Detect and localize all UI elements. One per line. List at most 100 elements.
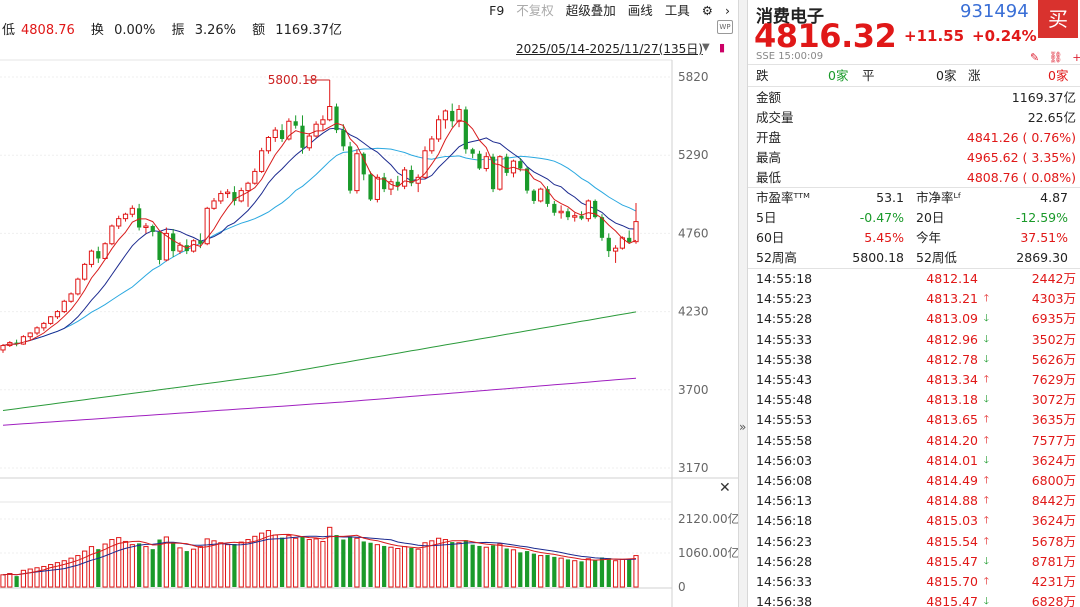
candle-body (306, 135, 312, 149)
volume-bar (0, 574, 6, 588)
candle-body (286, 120, 292, 140)
volume-bar (320, 540, 326, 588)
draw-line-button[interactable]: 画线 (627, 3, 653, 18)
ratio-row: 5日 -0.47% 20日 -12.59% (748, 208, 1080, 228)
candle (0, 344, 6, 353)
tick-price: 4814.01 (926, 452, 978, 468)
candle-body (96, 251, 101, 259)
volume-bar (388, 546, 394, 588)
candle-body (579, 215, 584, 219)
expand-icon[interactable]: » (739, 420, 747, 434)
stock-code[interactable]: 931494 (960, 1, 1029, 22)
candle (75, 277, 81, 296)
candle-body (129, 207, 135, 215)
volume-ma5-line (2, 533, 637, 576)
volume-bar (20, 569, 27, 588)
ma20-line (2, 147, 637, 346)
arrow-down-icon: 🡓 (983, 353, 989, 365)
candle (204, 206, 210, 246)
tick-volume: 2442万 (1031, 271, 1076, 286)
candle (538, 187, 544, 203)
tick-volume: 5626万 (1031, 351, 1076, 367)
candle (116, 215, 122, 229)
tick-row: 14:56:33 4815.70 🡑 4231万 (748, 572, 1080, 592)
tick-price: 4812.78 (926, 351, 978, 367)
volume-bar (497, 543, 503, 588)
candle-body (593, 200, 598, 218)
candle-body (137, 208, 142, 228)
candle-body (545, 189, 550, 204)
volume-bar (96, 549, 101, 587)
arrow-down-icon: 🡓 (983, 555, 989, 567)
panel-divider[interactable] (738, 0, 748, 607)
volume-bar (627, 558, 632, 587)
candle (442, 109, 449, 129)
ma60-line (2, 311, 637, 411)
tick-row: 14:55:28 4813.09 🡓 6935万 (748, 309, 1080, 329)
volume-bar (612, 560, 619, 588)
stat-label: 成交量 (756, 110, 794, 125)
candle (218, 190, 224, 204)
price-tick-label: 3700 (678, 383, 709, 397)
candle (395, 175, 400, 191)
candle-body (68, 293, 74, 302)
volume-bar (552, 556, 557, 587)
tick-time: 14:55:53 (756, 412, 813, 428)
volume-bar (54, 562, 61, 588)
candle-body (211, 200, 217, 209)
candle (606, 233, 611, 258)
tools-button[interactable]: 工具 (664, 3, 690, 18)
candle (245, 181, 251, 207)
volume-bar (579, 561, 584, 587)
volume-bar (429, 540, 435, 588)
plus-icon[interactable]: + (1072, 51, 1080, 64)
buy-button[interactable]: 买 (1038, 0, 1078, 38)
f9-button[interactable]: F9 (489, 3, 505, 18)
super-overlay-button[interactable]: 超级叠加 (565, 3, 616, 18)
candle (27, 332, 33, 340)
volume-bar (334, 535, 339, 587)
candle-body (293, 121, 298, 126)
candle-body (320, 119, 326, 125)
kline-chart-area[interactable]: 5820 5290 4760 4230 3700 3170 2120.00亿 1060.00亿… (0, 0, 738, 607)
volume-bar (204, 538, 210, 588)
arrow-up-icon: 🡑 (983, 515, 989, 527)
ratio-label: 52周高 (756, 250, 797, 265)
link-icon[interactable]: ⛓ (1048, 51, 1063, 64)
edit-icon[interactable]: ✎ (1030, 51, 1040, 64)
chevron-right-icon[interactable]: › (725, 3, 730, 18)
date-range[interactable]: 2025/05/14-2025/11/27(135日) (516, 42, 703, 56)
no-restore-button[interactable]: 不复权 (516, 3, 554, 18)
candle-body (450, 110, 455, 122)
tick-price: 4815.70 (926, 574, 978, 589)
tick-time: 14:56:18 (756, 513, 813, 529)
caret-down-icon[interactable]: ▼ (702, 42, 710, 53)
up-label: 涨 (968, 68, 981, 83)
candle (48, 316, 54, 325)
kline-chart-svg[interactable]: 5820 5290 4760 4230 3700 3170 2120.00亿 1060.00亿… (0, 0, 738, 607)
candle (409, 165, 414, 187)
bars-icon[interactable]: ▮ (719, 41, 726, 54)
tick-volume: 4231万 (1031, 574, 1076, 589)
candle-body (633, 221, 639, 243)
wp-icon[interactable]: WP (717, 20, 733, 34)
ratio-label: 5日 (756, 210, 777, 225)
candle (184, 239, 189, 255)
ratio-label: 今年 (916, 230, 942, 245)
gear-icon[interactable]: ⚙ (701, 3, 714, 18)
candle-body (395, 181, 400, 187)
candle-body (334, 106, 339, 131)
quote-summary: 低 4808.76 换 0.00% 振 3.26% 额 1169.37亿 (2, 19, 354, 38)
tick-time: 14:55:23 (756, 291, 813, 307)
candle (436, 115, 442, 142)
volume-bar (171, 542, 176, 587)
stock-name: 消费电子 (756, 7, 824, 27)
close-icon[interactable]: ✕ (719, 480, 731, 496)
tick-row: 14:55:38 4812.78 🡓 5626万 (748, 350, 1080, 370)
volume-bar (477, 545, 482, 587)
volume-bar (504, 548, 509, 587)
candle-body (558, 210, 564, 214)
candle-body (204, 207, 210, 245)
volume-bar (163, 536, 169, 588)
candle (531, 189, 537, 204)
